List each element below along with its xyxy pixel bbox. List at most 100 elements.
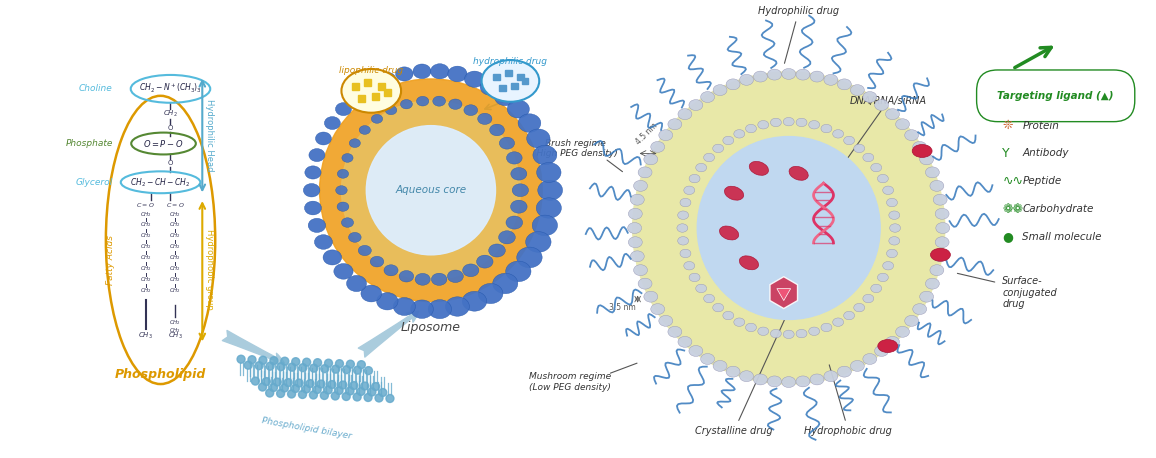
Ellipse shape: [416, 96, 429, 106]
Ellipse shape: [713, 360, 727, 371]
Ellipse shape: [725, 186, 743, 200]
Ellipse shape: [309, 218, 326, 233]
Ellipse shape: [347, 275, 366, 292]
Ellipse shape: [377, 293, 398, 310]
Ellipse shape: [536, 163, 561, 182]
Ellipse shape: [628, 223, 642, 234]
Ellipse shape: [933, 251, 947, 262]
Ellipse shape: [399, 271, 414, 282]
Ellipse shape: [740, 256, 758, 270]
Circle shape: [332, 365, 340, 373]
Circle shape: [291, 358, 299, 365]
Ellipse shape: [385, 106, 397, 114]
Ellipse shape: [734, 318, 744, 327]
Ellipse shape: [304, 201, 321, 215]
Ellipse shape: [511, 200, 527, 213]
Text: Glycerol: Glycerol: [75, 178, 113, 187]
Ellipse shape: [936, 223, 950, 234]
Circle shape: [354, 366, 362, 374]
Circle shape: [269, 357, 277, 365]
Ellipse shape: [335, 103, 351, 115]
Text: $CH_2$: $CH_2$: [170, 326, 181, 335]
Ellipse shape: [335, 185, 347, 195]
Circle shape: [306, 380, 314, 387]
Ellipse shape: [689, 345, 703, 356]
Text: $CH_3$: $CH_3$: [168, 331, 183, 342]
Text: Antibody: Antibody: [1022, 148, 1069, 158]
Ellipse shape: [740, 74, 754, 85]
Ellipse shape: [490, 124, 504, 136]
Ellipse shape: [870, 164, 882, 172]
Text: 4.5 nm: 4.5 nm: [633, 121, 659, 146]
Ellipse shape: [887, 249, 897, 258]
Ellipse shape: [348, 90, 364, 104]
Ellipse shape: [726, 366, 740, 377]
Ellipse shape: [722, 136, 734, 145]
Circle shape: [357, 361, 365, 369]
Ellipse shape: [883, 186, 894, 195]
Ellipse shape: [479, 284, 503, 304]
Text: $CH_2$: $CH_2$: [170, 253, 181, 262]
Ellipse shape: [796, 329, 807, 338]
Text: $CH_2-N^+(CH_3)_3$: $CH_2-N^+(CH_3)_3$: [139, 82, 202, 95]
Circle shape: [347, 360, 355, 368]
Circle shape: [319, 79, 542, 301]
Ellipse shape: [931, 248, 950, 261]
Ellipse shape: [844, 136, 854, 145]
Circle shape: [269, 383, 277, 392]
Circle shape: [320, 365, 328, 373]
Text: ❊: ❊: [1002, 119, 1013, 132]
Ellipse shape: [428, 300, 452, 319]
Ellipse shape: [498, 231, 516, 244]
Ellipse shape: [889, 211, 899, 219]
Ellipse shape: [689, 99, 703, 110]
Text: Small molecule: Small molecule: [1022, 232, 1102, 242]
Ellipse shape: [462, 264, 479, 277]
Text: Surface-
conjugated
drug: Surface- conjugated drug: [1002, 276, 1057, 309]
Circle shape: [357, 387, 365, 396]
Text: $CH_2$: $CH_2$: [140, 221, 151, 229]
Ellipse shape: [517, 247, 542, 268]
Ellipse shape: [489, 244, 505, 257]
Text: DNA/RNA/siRNA: DNA/RNA/siRNA: [835, 96, 927, 176]
Ellipse shape: [651, 142, 665, 153]
Ellipse shape: [410, 300, 434, 318]
Ellipse shape: [630, 194, 644, 205]
Text: Protein: Protein: [1022, 120, 1059, 131]
Circle shape: [303, 358, 311, 366]
Ellipse shape: [629, 208, 643, 219]
Ellipse shape: [713, 144, 724, 153]
Circle shape: [332, 392, 339, 400]
Text: Carbohydrate: Carbohydrate: [1022, 204, 1094, 214]
Text: Hydrophobic group: Hydrophobic group: [206, 229, 214, 310]
Ellipse shape: [511, 168, 527, 180]
Circle shape: [342, 393, 350, 400]
Ellipse shape: [696, 284, 706, 293]
Text: O: O: [168, 160, 173, 166]
Ellipse shape: [933, 194, 947, 205]
Text: Fatty Acids: Fatty Acids: [106, 235, 116, 285]
Ellipse shape: [749, 161, 769, 175]
Ellipse shape: [363, 80, 379, 94]
Ellipse shape: [334, 263, 353, 279]
Ellipse shape: [877, 273, 888, 282]
Ellipse shape: [492, 273, 518, 294]
Ellipse shape: [821, 323, 832, 332]
Circle shape: [302, 385, 310, 393]
Ellipse shape: [784, 330, 794, 338]
Circle shape: [281, 357, 289, 365]
Ellipse shape: [477, 113, 492, 125]
Ellipse shape: [862, 354, 876, 365]
Text: $CH_2$: $CH_2$: [170, 286, 181, 295]
Text: Phospholipid: Phospholipid: [114, 368, 206, 381]
Circle shape: [341, 101, 520, 280]
Circle shape: [313, 386, 321, 393]
Ellipse shape: [781, 376, 795, 387]
Ellipse shape: [754, 374, 768, 385]
Ellipse shape: [684, 262, 695, 270]
Ellipse shape: [713, 85, 727, 96]
Circle shape: [339, 381, 347, 389]
Circle shape: [237, 355, 245, 363]
Text: Targeting ligand (▲): Targeting ligand (▲): [998, 91, 1114, 101]
Text: $C=O$: $C=O$: [166, 201, 185, 209]
